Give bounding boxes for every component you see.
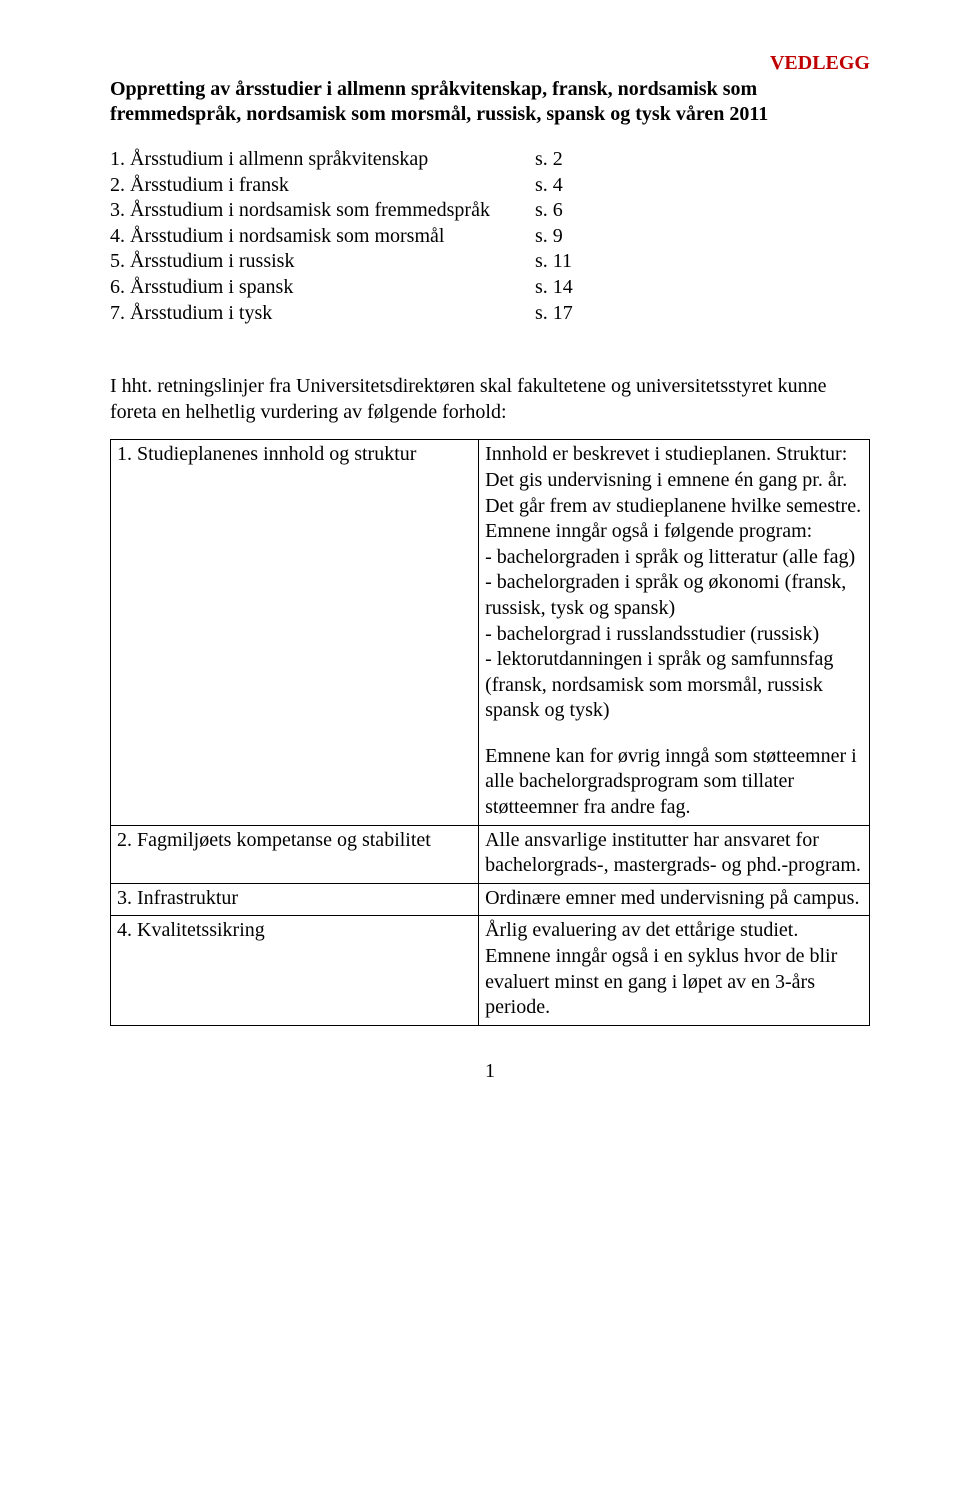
list-item-label: 7. Årsstudium i tysk xyxy=(110,301,535,327)
list-item: 2. Årsstudium i fransk s. 4 xyxy=(110,173,870,199)
list-item-label: 1. Årsstudium i allmenn språkvitenskap xyxy=(110,147,535,173)
table-cell-assessment: Alle ansvarlige institutter har ansvaret… xyxy=(479,825,870,883)
table-cell-criterion: 4. Kvalitetssikring xyxy=(111,916,479,1025)
list-item-label: 6. Årsstudium i spansk xyxy=(110,275,535,301)
list-item: 1. Årsstudium i allmenn språkvitenskap s… xyxy=(110,147,870,173)
table-cell-assessment: Årlig evaluering av det ettårige studiet… xyxy=(479,916,870,1025)
intro-paragraph: I hht. retningslinjer fra Universitetsdi… xyxy=(110,374,870,425)
table-row: 4. Kvalitetssikring Årlig evaluering av … xyxy=(111,916,870,1025)
evaluation-table: 1. Studieplanenes innhold og struktur In… xyxy=(110,439,870,1025)
table-row: 2. Fagmiljøets kompetanse og stabilitet … xyxy=(111,825,870,883)
table-cell-criterion: 3. Infrastruktur xyxy=(111,883,479,916)
header-tag-vedlegg: VEDLEGG xyxy=(110,52,870,75)
table-cell-assessment: Ordinære emner med undervisning på campu… xyxy=(479,883,870,916)
table-row: 3. Infrastruktur Ordinære emner med unde… xyxy=(111,883,870,916)
list-item: 7. Årsstudium i tysk s. 17 xyxy=(110,301,870,327)
document-page: VEDLEGG Oppretting av årsstudier i allme… xyxy=(0,0,960,1123)
table-cell-criterion: 1. Studieplanenes innhold og struktur xyxy=(111,440,479,825)
list-item: 6. Årsstudium i spansk s. 14 xyxy=(110,275,870,301)
list-item-page: s. 6 xyxy=(535,198,595,224)
cell-paragraph: Innhold er beskrevet i studieplanen. Str… xyxy=(485,442,863,724)
list-item: 3. Årsstudium i nordsamisk som fremmedsp… xyxy=(110,198,870,224)
list-item-page: s. 11 xyxy=(535,249,595,275)
list-item-page: s. 2 xyxy=(535,147,595,173)
list-item: 4. Årsstudium i nordsamisk som morsmål s… xyxy=(110,224,870,250)
list-item: 5. Årsstudium i russisk s. 11 xyxy=(110,249,870,275)
table-cell-assessment: Innhold er beskrevet i studieplanen. Str… xyxy=(479,440,870,825)
list-item-label: 3. Årsstudium i nordsamisk som fremmedsp… xyxy=(110,198,535,224)
list-item-page: s. 14 xyxy=(535,275,595,301)
page-number: 1 xyxy=(110,1060,870,1083)
list-item-label: 4. Årsstudium i nordsamisk som morsmål xyxy=(110,224,535,250)
table-cell-criterion: 2. Fagmiljøets kompetanse og stabilitet xyxy=(111,825,479,883)
document-title: Oppretting av årsstudier i allmenn språk… xyxy=(110,77,870,127)
list-item-label: 2. Årsstudium i fransk xyxy=(110,173,535,199)
index-list: 1. Årsstudium i allmenn språkvitenskap s… xyxy=(110,147,870,326)
cell-paragraph: Emnene kan for øvrig inngå som støtteemn… xyxy=(485,744,863,821)
list-item-page: s. 4 xyxy=(535,173,595,199)
list-item-label: 5. Årsstudium i russisk xyxy=(110,249,535,275)
list-item-page: s. 9 xyxy=(535,224,595,250)
table-row: 1. Studieplanenes innhold og struktur In… xyxy=(111,440,870,825)
list-item-page: s. 17 xyxy=(535,301,595,327)
